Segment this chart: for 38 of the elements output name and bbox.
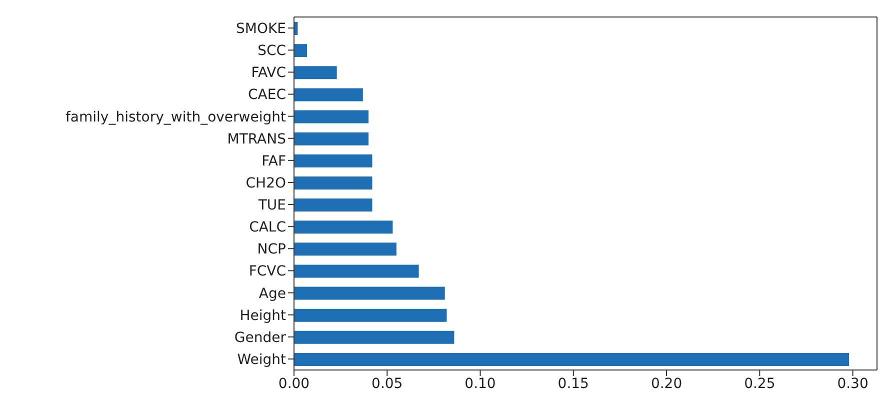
bar (294, 242, 396, 256)
x-tick-label: 0.30 (837, 376, 868, 392)
y-tick-label: FAF (262, 153, 286, 170)
y-tick-label: Height (240, 308, 287, 324)
bar (294, 110, 369, 124)
y-tick-label: Weight (237, 352, 287, 368)
y-tick-label: CAEC (248, 87, 286, 104)
y-tick-label: family_history_with_overweight (66, 109, 286, 126)
y-tick-label: TUE (257, 198, 286, 214)
y-tick-label: FAVC (251, 65, 286, 82)
y-tick-label: Gender (234, 330, 286, 346)
y-tick-label: SCC (258, 43, 286, 60)
y-tick-label: SMOKE (236, 21, 286, 37)
y-tick-label: NCP (257, 242, 286, 258)
bar (294, 132, 369, 146)
y-tick-label: FCVC (248, 264, 286, 280)
bar (294, 88, 363, 102)
bar (294, 264, 419, 278)
bar (294, 330, 454, 344)
bar (294, 308, 447, 322)
bar (294, 220, 393, 234)
x-tick-label: 0.20 (650, 376, 682, 392)
bar (294, 44, 308, 58)
y-tick-label: MTRANS (227, 131, 286, 148)
bar (294, 154, 372, 168)
y-tick-label: Age (258, 286, 286, 302)
x-tick-label: 0.10 (464, 376, 496, 392)
bar (294, 66, 337, 80)
bar (294, 352, 850, 366)
x-tick-label: 0.00 (278, 376, 310, 392)
x-tick-label: 0.25 (744, 376, 776, 392)
bar (294, 176, 372, 190)
bar (294, 198, 372, 212)
y-tick-label: CALC (249, 220, 286, 236)
bar (294, 286, 445, 300)
x-tick-label: 0.05 (372, 376, 403, 392)
x-tick-label: 0.15 (558, 376, 589, 392)
y-tick-label: CH2O (246, 175, 286, 192)
